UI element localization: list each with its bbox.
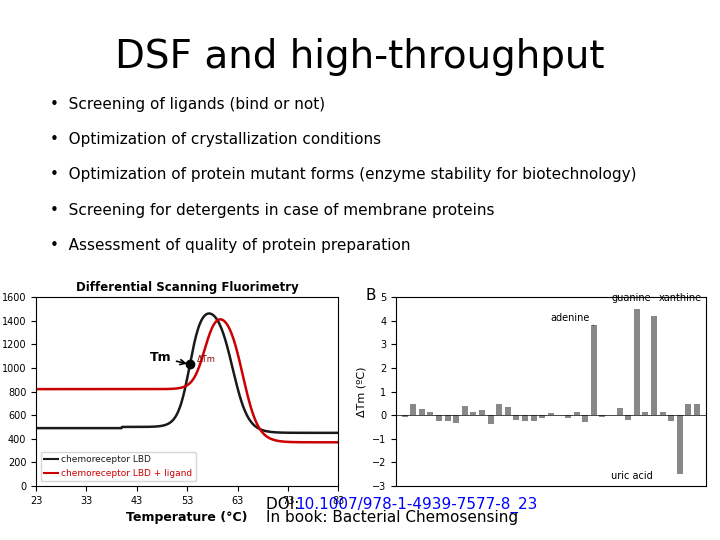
Bar [428, 412, 433, 415]
Text: guanine: guanine [611, 293, 651, 309]
Bar [531, 415, 536, 421]
Text: •  Assessment of quality of protein preparation: • Assessment of quality of protein prepa… [50, 238, 411, 253]
Bar [462, 406, 468, 415]
Bar [444, 415, 451, 421]
Text: uric acid: uric acid [611, 471, 677, 481]
Bar [470, 412, 477, 415]
Text: B: B [365, 287, 376, 302]
Bar [487, 415, 494, 424]
Bar [616, 408, 623, 415]
Text: Tm: Tm [150, 351, 185, 364]
Text: DSF and high-throughput: DSF and high-throughput [115, 38, 605, 76]
Bar [694, 404, 700, 415]
Bar [591, 325, 597, 415]
Bar [410, 404, 416, 415]
Bar [651, 316, 657, 415]
Bar [522, 415, 528, 421]
Bar [419, 409, 425, 415]
Text: In book: Bacterial Chemosensing: In book: Bacterial Chemosensing [266, 510, 518, 525]
Y-axis label: ΔTm (ºC): ΔTm (ºC) [356, 366, 366, 417]
Bar [565, 415, 571, 418]
Bar [402, 415, 408, 417]
Bar [634, 309, 640, 415]
Bar [548, 414, 554, 415]
Bar [539, 415, 545, 418]
Bar [574, 411, 580, 415]
Bar [582, 415, 588, 422]
Bar [599, 415, 606, 417]
Bar [668, 415, 674, 421]
Text: •  Optimization of crystallization conditions: • Optimization of crystallization condit… [50, 132, 382, 147]
Text: ΔTm: ΔTm [197, 355, 216, 364]
Bar [453, 415, 459, 423]
Bar [677, 415, 683, 474]
Bar [513, 415, 519, 420]
Text: 10.1007/978-1-4939-7577-8_23: 10.1007/978-1-4939-7577-8_23 [295, 497, 538, 513]
Legend: chemoreceptor LBD, chemoreceptor LBD + ligand: chemoreceptor LBD, chemoreceptor LBD + l… [40, 452, 196, 482]
X-axis label: Temperature (°C): Temperature (°C) [127, 511, 248, 524]
Text: •  Optimization of protein mutant forms (enzyme stability for biotechnology): • Optimization of protein mutant forms (… [50, 167, 637, 183]
Text: DOI:: DOI: [266, 497, 305, 512]
Bar [625, 415, 631, 420]
Bar [505, 407, 510, 415]
Text: xanthine: xanthine [656, 293, 701, 314]
Bar [496, 404, 503, 415]
Text: •  Screening for detergents in case of membrane proteins: • Screening for detergents in case of me… [50, 202, 495, 218]
Text: adenine: adenine [551, 313, 594, 325]
Bar [685, 404, 691, 415]
Bar [660, 411, 665, 415]
Title: Differential Scanning Fluorimetry: Differential Scanning Fluorimetry [76, 281, 299, 294]
Text: •  Screening of ligands (bind or not): • Screening of ligands (bind or not) [50, 97, 325, 112]
Bar [436, 415, 442, 421]
Bar [479, 409, 485, 415]
Bar [642, 412, 649, 415]
